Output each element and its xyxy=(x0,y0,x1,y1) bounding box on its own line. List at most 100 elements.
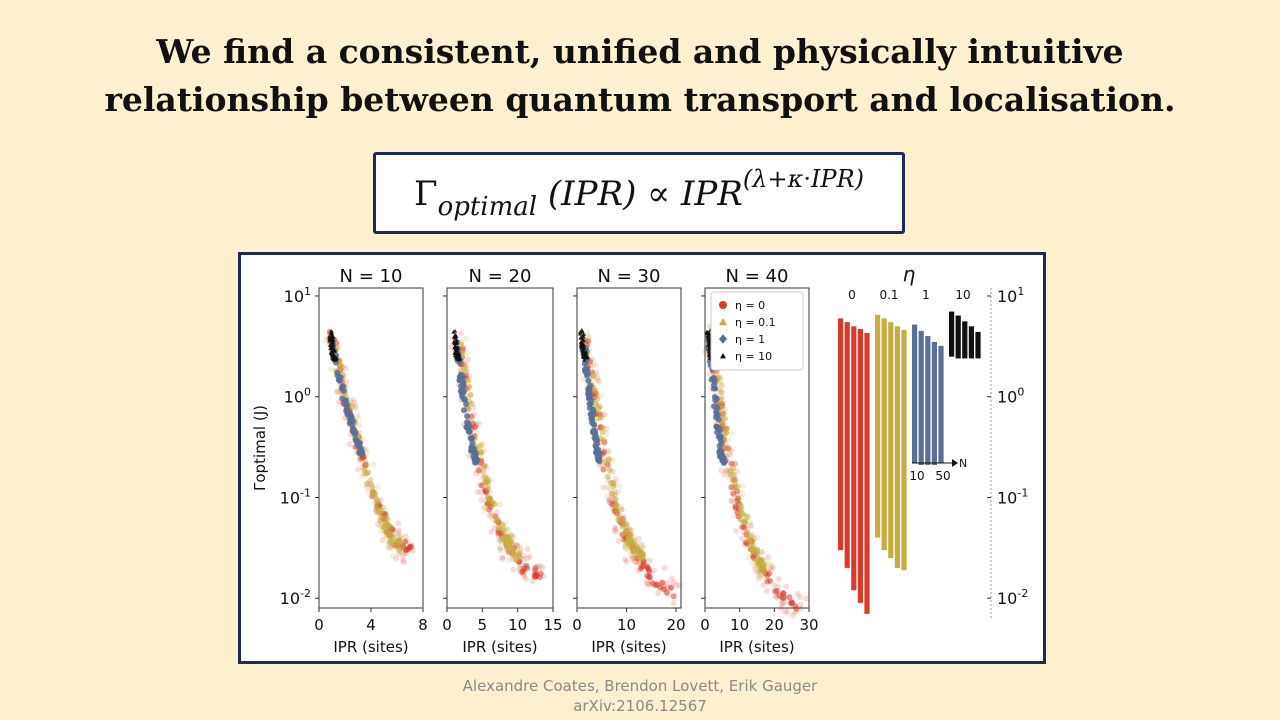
data-point xyxy=(336,377,343,384)
y-tick-label-right: 10-2 xyxy=(997,587,1028,608)
series-3 xyxy=(453,339,481,466)
data-point xyxy=(394,544,401,551)
data-point xyxy=(497,544,504,551)
data-point xyxy=(628,552,635,559)
data-point xyxy=(657,584,664,591)
data-point xyxy=(676,582,683,589)
data-point xyxy=(720,421,727,428)
data-point xyxy=(387,545,394,552)
range-bar-group-label: 0.1 xyxy=(879,288,898,302)
data-point xyxy=(783,583,790,590)
data-point xyxy=(489,512,496,519)
data-point xyxy=(615,489,622,496)
data-point xyxy=(595,405,602,412)
data-point xyxy=(670,593,677,600)
data-point xyxy=(332,354,337,359)
figure-box: Γoptimal (J) 101 100 10-1 10-2 N = 10 0 4 8 IPR (… xyxy=(238,252,1046,664)
data-point xyxy=(789,612,796,619)
data-point xyxy=(331,343,336,348)
data-point xyxy=(453,343,458,348)
data-point xyxy=(579,346,585,350)
range-bar xyxy=(968,326,974,359)
range-bar-group-label: 0 xyxy=(848,288,856,302)
range-bar xyxy=(888,322,894,559)
data-point xyxy=(617,483,624,490)
data-point xyxy=(386,544,393,551)
x-tick-label: 0 xyxy=(700,616,710,634)
y-tick-label-left: 101 xyxy=(284,285,311,306)
y-axis-label: Γoptimal (J) xyxy=(251,405,269,491)
data-point xyxy=(732,479,739,486)
data-point xyxy=(343,379,350,386)
data-point xyxy=(481,479,488,486)
data-point xyxy=(349,397,356,404)
data-point xyxy=(468,400,475,407)
data-point xyxy=(524,565,531,572)
data-point xyxy=(750,554,757,561)
data-point xyxy=(618,506,625,513)
x-axis-label: IPR (sites) xyxy=(719,638,794,656)
x-tick-label: 20 xyxy=(667,616,686,634)
x-axis-label: IPR (sites) xyxy=(333,638,408,656)
range-bar xyxy=(955,315,961,359)
data-point xyxy=(771,582,778,589)
data-point xyxy=(712,385,719,392)
data-point xyxy=(775,575,782,582)
data-point xyxy=(735,493,742,500)
data-point xyxy=(456,377,463,384)
panel-frame xyxy=(446,287,554,609)
data-point xyxy=(583,330,590,337)
data-point xyxy=(595,377,602,384)
data-point xyxy=(493,518,500,525)
data-point xyxy=(448,344,455,351)
data-point xyxy=(755,575,762,582)
data-point xyxy=(758,559,765,566)
data-point xyxy=(516,565,523,572)
data-point xyxy=(623,558,630,565)
data-point xyxy=(382,522,389,529)
data-point xyxy=(580,329,585,334)
formula-subscript: optimal xyxy=(437,192,538,222)
data-point xyxy=(755,555,762,562)
data-point xyxy=(593,437,600,444)
data-point xyxy=(718,467,725,474)
data-point xyxy=(499,554,506,561)
data-point xyxy=(627,531,634,538)
data-point xyxy=(465,428,472,435)
data-point xyxy=(767,560,774,567)
data-point xyxy=(585,386,592,393)
data-point xyxy=(711,403,718,410)
data-point xyxy=(402,538,409,545)
data-point xyxy=(539,564,546,571)
formula-exponent: (λ+κ·IPR) xyxy=(742,165,865,193)
data-point xyxy=(460,381,467,388)
data-point xyxy=(485,503,492,510)
data-point xyxy=(705,330,710,335)
data-point xyxy=(355,441,362,448)
data-point xyxy=(469,434,476,441)
data-point xyxy=(585,334,592,341)
data-point xyxy=(355,414,362,421)
data-point xyxy=(612,524,619,531)
data-point xyxy=(504,534,511,541)
range-bar xyxy=(851,326,857,591)
data-point xyxy=(711,394,718,401)
data-point xyxy=(659,579,666,586)
y-tick-label-right: 101 xyxy=(997,285,1024,306)
data-point xyxy=(477,449,484,456)
data-point xyxy=(395,530,402,537)
data-point xyxy=(400,557,407,564)
data-point xyxy=(754,546,761,553)
data-point xyxy=(786,594,793,601)
data-point xyxy=(377,528,384,535)
formula: Γoptimal (IPR) ∝ IPR(λ+κ·IPR) xyxy=(376,165,902,222)
data-point xyxy=(378,514,385,521)
data-point xyxy=(466,384,473,391)
data-point xyxy=(526,553,533,560)
data-point xyxy=(600,484,607,491)
data-point xyxy=(604,483,611,490)
data-point xyxy=(511,532,518,539)
x-tick-label: 10 xyxy=(730,616,749,634)
data-point xyxy=(496,501,503,508)
data-point xyxy=(481,473,488,480)
